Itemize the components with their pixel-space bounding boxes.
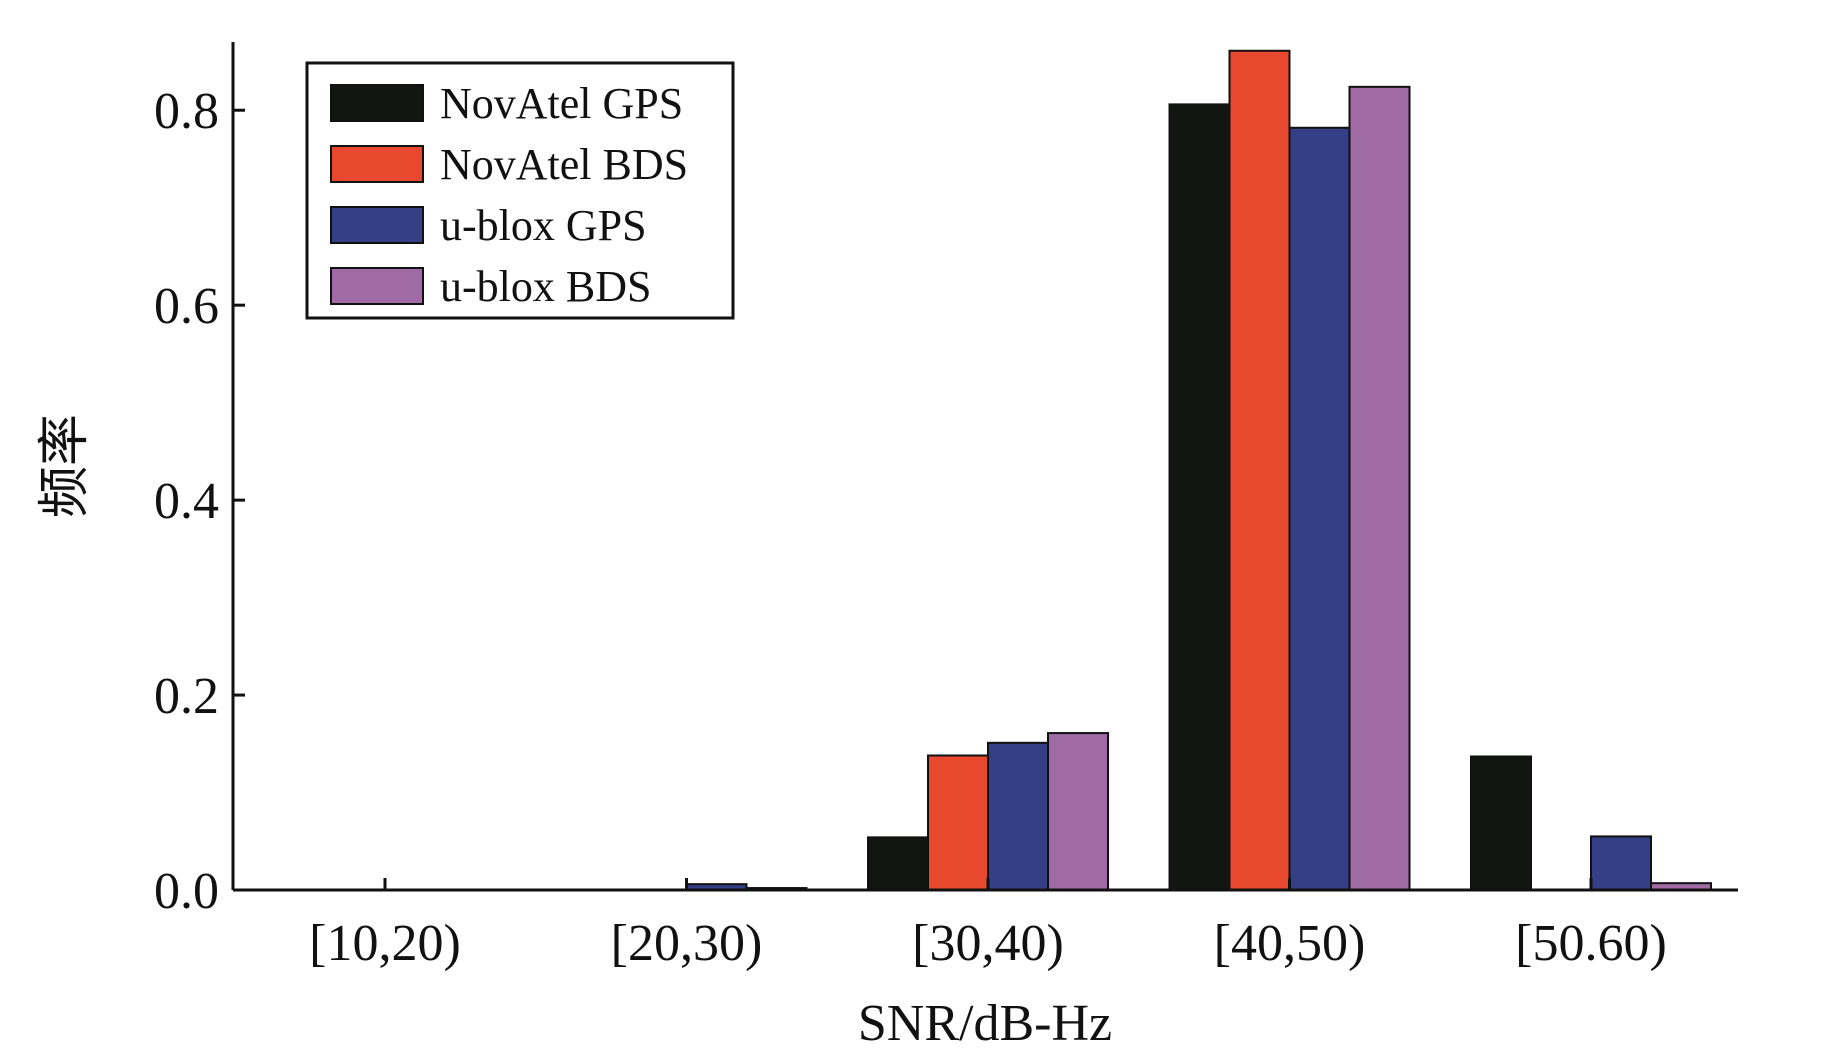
x-tick-label: [50.60) <box>1515 915 1667 972</box>
bar-novatel-bds-2 <box>927 754 989 892</box>
bar-u-blox-gps-3 <box>1288 126 1351 891</box>
legend-label: NovAtel BDS <box>440 140 688 189</box>
legend-swatch <box>330 267 424 305</box>
bar-novatel-gps-2 <box>867 836 929 892</box>
y-ticks: 0.0 0.2 0.4 0.6 0.8 <box>154 83 245 920</box>
y-tick-label: 0.8 <box>154 83 219 140</box>
legend-label: u-blox BDS <box>440 262 651 311</box>
bar-novatel-gps-3 <box>1168 103 1231 892</box>
bar-u-blox-gps-2 <box>987 741 1049 892</box>
bar-novatel-gps-4 <box>1470 755 1532 891</box>
x-tick-label: [20,30) <box>611 915 763 972</box>
legend-swatch <box>330 84 424 122</box>
bar-u-blox-bds-2 <box>1047 732 1109 892</box>
legend-swatch <box>330 145 424 183</box>
legend-swatch <box>330 206 424 244</box>
bar-u-blox-bds-3 <box>1348 85 1411 891</box>
x-ticks: [10,20) [20,30) [30,40) [40,50) [50.60) <box>309 878 1667 972</box>
legend-label: NovAtel GPS <box>440 79 683 128</box>
bar-novatel-bds-3 <box>1228 49 1291 892</box>
x-axis-title: SNR/dB-Hz <box>858 995 1112 1052</box>
legend: NovAtel GPS NovAtel BDS u-blox GPS u-blox B… <box>305 61 735 320</box>
y-tick-label: 0.6 <box>154 278 219 335</box>
bar-u-blox-gps-4 <box>1590 835 1652 892</box>
y-tick-label: 0.4 <box>154 473 219 530</box>
y-tick-label: 0.2 <box>154 668 219 725</box>
legend-label: u-blox GPS <box>440 201 647 250</box>
x-tick-label: [30,40) <box>912 915 1064 972</box>
bars-layer <box>685 49 1712 892</box>
x-tick-label: [40,50) <box>1214 915 1366 972</box>
x-tick-label: [10,20) <box>309 915 461 972</box>
y-tick-label: 0.0 <box>154 863 219 920</box>
axes-layer <box>231 42 1738 892</box>
y-axis-title: 频率 <box>37 414 94 518</box>
